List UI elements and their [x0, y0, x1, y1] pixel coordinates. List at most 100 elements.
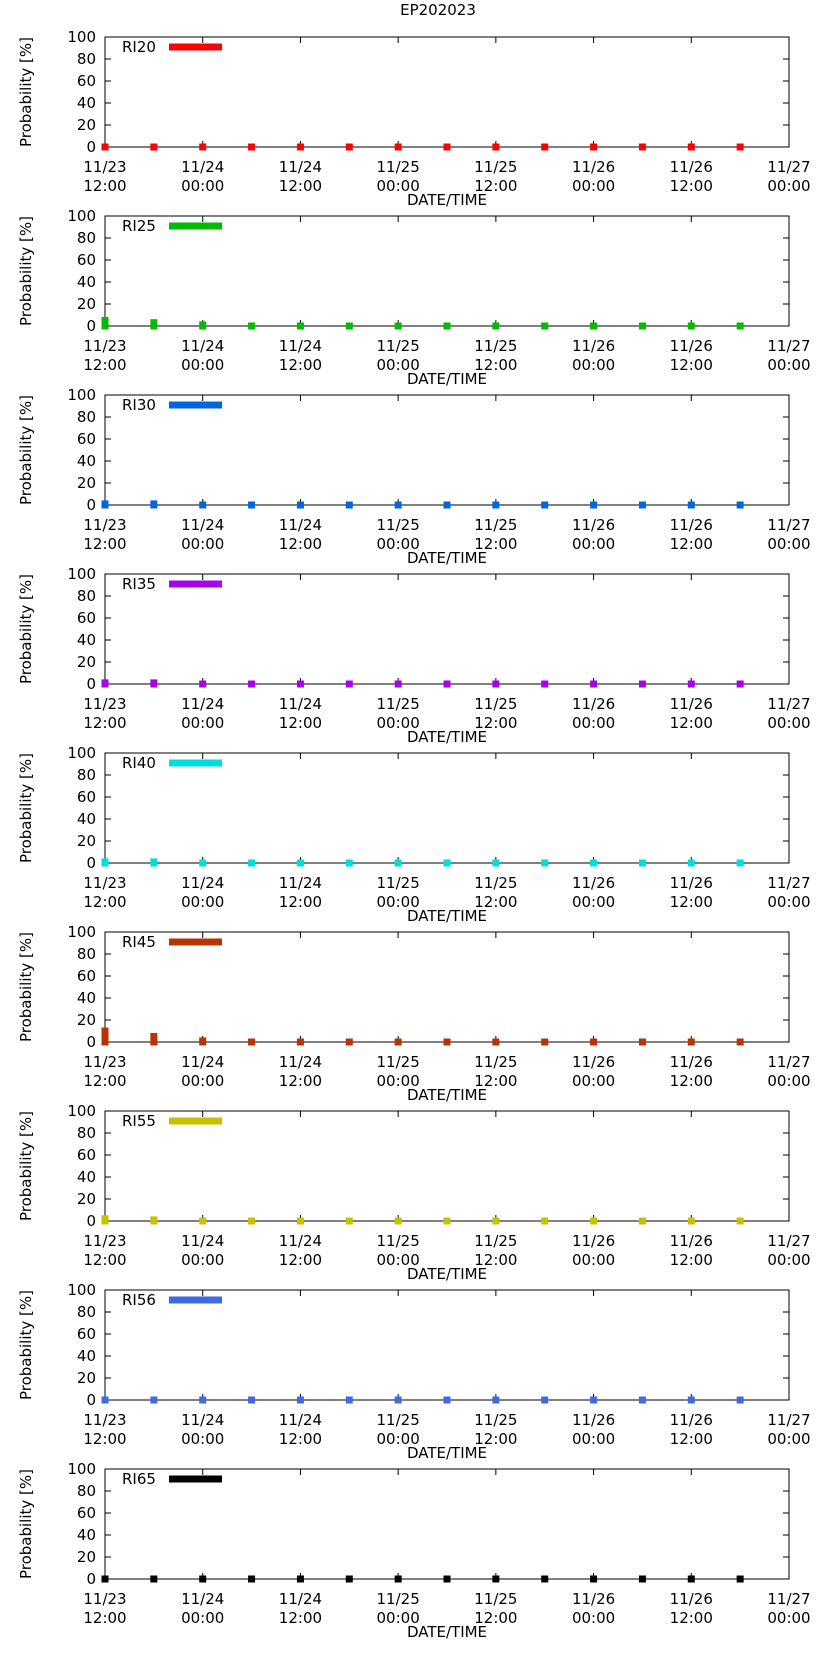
y-tick-label: 40	[77, 273, 96, 291]
x-tick-label-date: 11/24	[279, 516, 322, 534]
data-point	[394, 1575, 402, 1583]
y-tick-label: 100	[67, 207, 96, 225]
x-tick-label-date: 11/25	[474, 1232, 517, 1250]
data-point	[101, 500, 109, 509]
data-point	[101, 1215, 109, 1225]
x-tick-label-time: 12:00	[83, 714, 126, 732]
x-axis-label: DATE/TIME	[407, 1623, 487, 1641]
data-point	[687, 1396, 695, 1404]
x-tick-label-time: 12:00	[474, 535, 517, 553]
data-point	[443, 680, 451, 688]
data-point	[687, 1217, 695, 1225]
data-point	[248, 859, 256, 867]
x-tick-label-time: 12:00	[83, 535, 126, 553]
data-point	[687, 322, 695, 330]
x-tick-label-date: 11/26	[670, 1053, 713, 1071]
y-tick-label: 80	[77, 1124, 96, 1142]
data-point	[541, 1217, 549, 1225]
data-point	[492, 1575, 500, 1583]
x-tick-label-time: 12:00	[279, 356, 322, 374]
data-point	[394, 1038, 402, 1046]
x-tick-label-date: 11/24	[279, 158, 322, 176]
y-tick-label: 100	[67, 28, 96, 46]
x-tick-label-time: 00:00	[767, 893, 810, 911]
y-tick-label: 60	[77, 430, 96, 448]
plot-frame	[104, 1468, 790, 1580]
x-tick-label-date: 11/25	[377, 874, 420, 892]
x-tick-label-date: 11/25	[474, 1411, 517, 1429]
y-tick-label: 60	[77, 1146, 96, 1164]
x-tick-label-date: 11/24	[181, 337, 224, 355]
x-tick-label-time: 00:00	[572, 893, 615, 911]
x-tick-label-date: 11/26	[670, 158, 713, 176]
data-point	[638, 859, 646, 867]
data-point	[638, 1396, 646, 1404]
x-tick-label-time: 12:00	[83, 1072, 126, 1090]
x-tick-label-date: 11/23	[83, 695, 126, 713]
x-axis-label: DATE/TIME	[407, 1265, 487, 1283]
data-point	[199, 680, 207, 688]
y-tick-label: 20	[77, 116, 96, 134]
data-point	[687, 501, 695, 509]
x-tick-label-time: 00:00	[377, 893, 420, 911]
x-tick-label-date: 11/25	[377, 1053, 420, 1071]
data-point	[492, 1038, 500, 1046]
data-point	[150, 1396, 158, 1404]
data-point	[296, 1396, 304, 1404]
x-tick-label-date: 11/24	[279, 337, 322, 355]
x-tick-label-time: 00:00	[572, 1609, 615, 1627]
y-tick-label: 0	[86, 1391, 96, 1409]
plot-frame	[104, 215, 790, 327]
x-tick-label-time: 00:00	[572, 714, 615, 732]
data-point	[443, 1575, 451, 1583]
data-point	[687, 680, 695, 688]
y-tick-label: 100	[67, 1102, 96, 1120]
data-point	[150, 679, 158, 688]
y-tick-label: 40	[77, 1526, 96, 1544]
x-tick-label-date: 11/27	[767, 874, 810, 892]
x-tick-label-time: 12:00	[279, 535, 322, 553]
data-point	[590, 859, 598, 867]
data-point	[736, 680, 744, 688]
legend-label: RI56	[122, 1291, 156, 1309]
data-point	[101, 1027, 109, 1046]
data-point	[443, 322, 451, 330]
x-tick-label-date: 11/27	[767, 1053, 810, 1071]
y-tick-label: 100	[67, 1281, 96, 1299]
x-tick-label-date: 11/24	[279, 1053, 322, 1071]
x-tick-label-date: 11/23	[83, 874, 126, 892]
data-point	[394, 1396, 402, 1404]
y-tick-label: 60	[77, 1504, 96, 1522]
x-tick-label-time: 12:00	[474, 1609, 517, 1627]
x-tick-label-time: 00:00	[767, 1072, 810, 1090]
y-tick-label: 60	[77, 788, 96, 806]
data-point	[199, 1217, 207, 1225]
y-tick-label: 20	[77, 1369, 96, 1387]
x-tick-label-date: 11/25	[377, 337, 420, 355]
data-point	[590, 501, 598, 509]
data-point	[296, 680, 304, 688]
y-tick-label: 40	[77, 810, 96, 828]
data-point	[443, 143, 451, 151]
data-point	[443, 859, 451, 867]
data-point	[199, 1396, 207, 1404]
x-tick-label-date: 11/23	[83, 1232, 126, 1250]
data-point	[590, 1575, 598, 1583]
data-point	[638, 1575, 646, 1583]
data-point	[345, 1396, 353, 1404]
x-tick-label-date: 11/26	[572, 516, 615, 534]
x-tick-label-time: 00:00	[767, 1609, 810, 1627]
data-point	[492, 501, 500, 509]
x-tick-label-date: 11/26	[670, 1590, 713, 1608]
x-tick-label-time: 00:00	[767, 1251, 810, 1269]
data-point	[248, 1038, 256, 1046]
data-point	[492, 1396, 500, 1404]
legend-label: RI25	[122, 217, 156, 235]
x-tick-label-date: 11/24	[181, 874, 224, 892]
data-point	[541, 143, 549, 151]
x-tick-label-time: 12:00	[670, 177, 713, 195]
x-axis-label: DATE/TIME	[407, 1444, 487, 1462]
data-point	[296, 1038, 304, 1046]
